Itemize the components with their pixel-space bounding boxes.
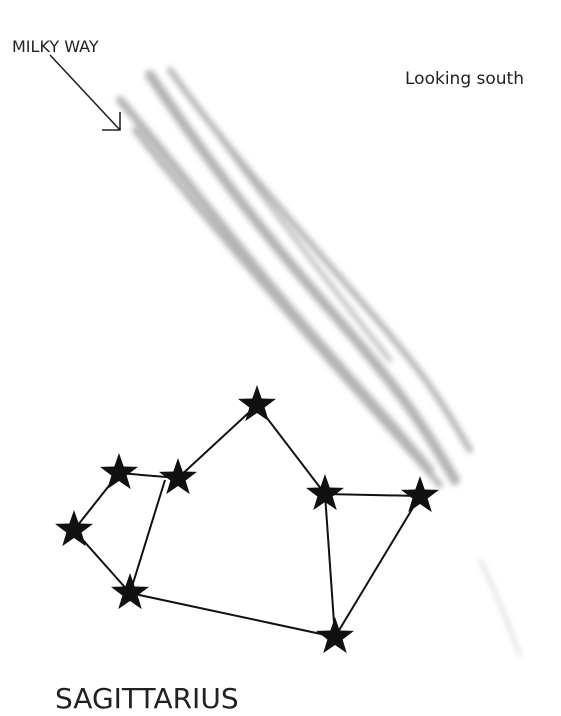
arrow <box>49 54 121 131</box>
star <box>237 385 277 422</box>
stars <box>54 385 440 654</box>
star <box>99 453 139 490</box>
direction-label: Looking south <box>405 69 524 89</box>
star <box>315 617 355 654</box>
constellation-name: SAGITTARIUS <box>55 682 239 715</box>
star <box>54 510 94 547</box>
star <box>158 458 198 495</box>
milky-way-band <box>116 67 522 657</box>
milky-way-label: MILKY WAY <box>12 37 99 56</box>
